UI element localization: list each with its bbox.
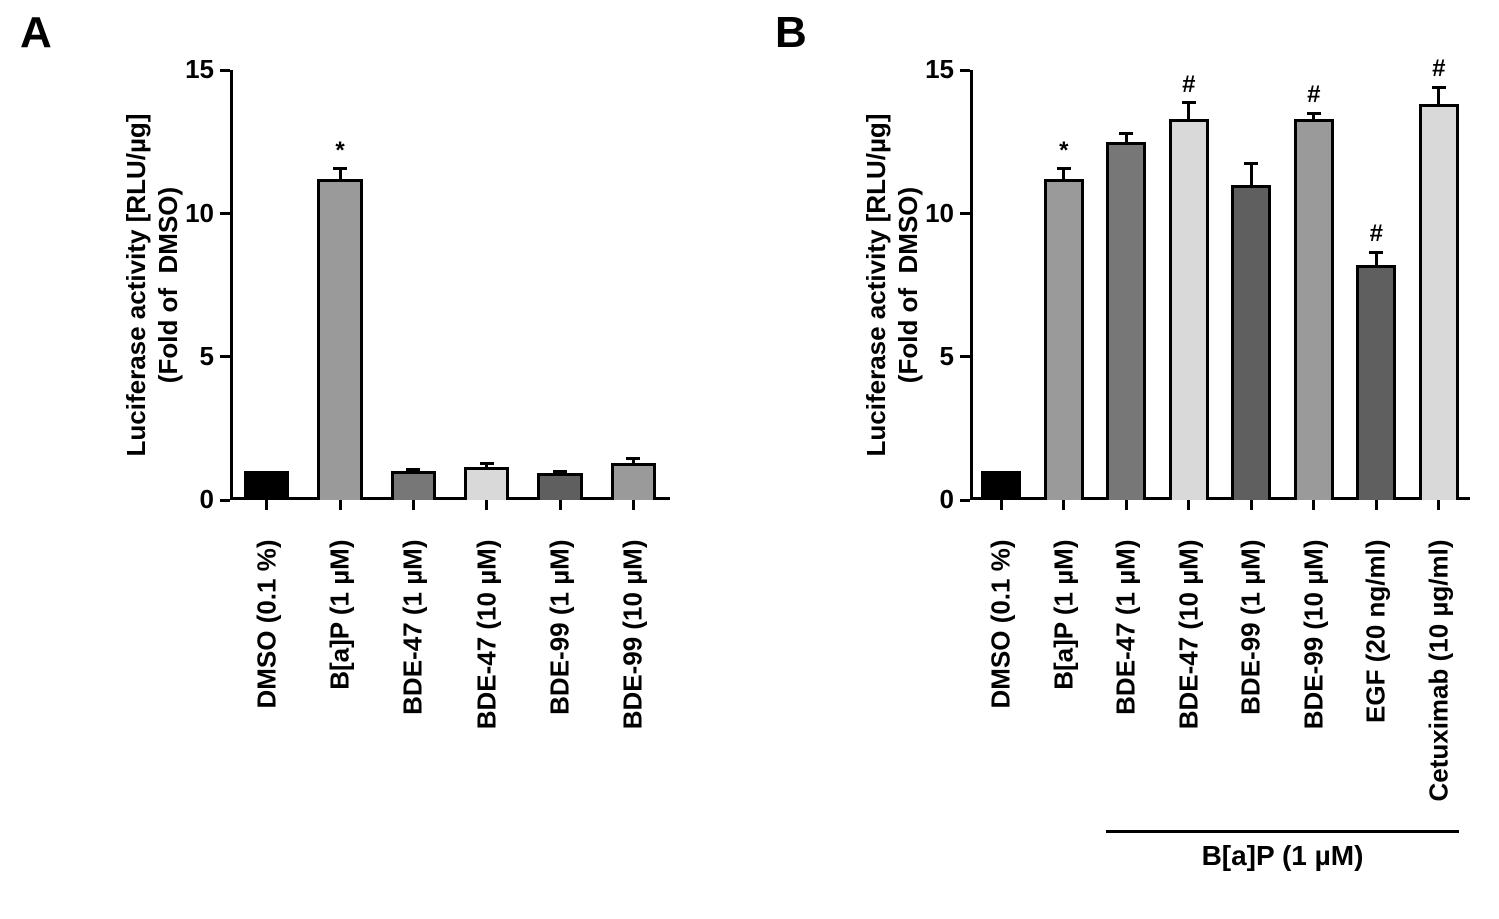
significance-mark: # xyxy=(1177,71,1201,99)
bar-b-6 xyxy=(1356,265,1396,500)
x-tick-label: BDE-99 (10 µM) xyxy=(1298,540,1329,860)
figure: AB*051015Luciferase activity [RLU/µg] (F… xyxy=(0,0,1499,919)
bar-a-2 xyxy=(391,471,436,500)
errbar-cap xyxy=(1057,167,1071,170)
x-tick-label: BDE-47 (1 µM) xyxy=(1111,540,1142,860)
y-tick xyxy=(220,69,230,72)
x-tick-label: DMSO (0.1 %) xyxy=(986,540,1017,860)
y-tick xyxy=(220,499,230,502)
bar-b-2 xyxy=(1106,142,1146,500)
x-axis-line xyxy=(230,497,670,500)
plot-area-a: * xyxy=(230,70,670,500)
x-tick xyxy=(1187,500,1190,510)
x-tick xyxy=(485,500,488,510)
x-tick xyxy=(412,500,415,510)
x-tick-label: B[a]P (1 µM) xyxy=(325,540,356,860)
significance-mark: * xyxy=(1052,137,1076,165)
y-tick xyxy=(220,355,230,358)
errbar-cap xyxy=(1432,86,1446,89)
y-tick xyxy=(960,212,970,215)
bar-b-4 xyxy=(1231,185,1271,500)
bar-b-1 xyxy=(1044,179,1084,500)
bar-a-5 xyxy=(611,463,656,500)
errbar-cap xyxy=(1244,162,1258,165)
y-axis-line xyxy=(230,70,233,500)
significance-mark: * xyxy=(328,137,352,165)
errbar-line xyxy=(1375,252,1378,265)
bar-a-3 xyxy=(464,467,509,500)
x-tick xyxy=(1250,500,1253,510)
y-axis-line xyxy=(970,70,973,500)
x-tick xyxy=(559,500,562,510)
chart-a: *051015Luciferase activity [RLU/µg] (Fol… xyxy=(60,40,700,550)
group-bracket-line xyxy=(1106,830,1459,833)
y-tick xyxy=(960,355,970,358)
bar-a-0 xyxy=(244,471,289,500)
x-tick xyxy=(1437,500,1440,510)
errbar-line xyxy=(1250,163,1253,185)
x-tick xyxy=(1000,500,1003,510)
x-tick-label: BDE-99 (1 µM) xyxy=(1236,540,1267,860)
errbar-cap xyxy=(1119,132,1133,135)
errbar-cap xyxy=(553,470,567,473)
errbar-line xyxy=(1187,103,1190,119)
x-tick xyxy=(632,500,635,510)
x-tick-label: BDE-47 (10 µM) xyxy=(1173,540,1204,860)
errbar-line xyxy=(1062,169,1065,179)
x-tick xyxy=(265,500,268,510)
y-tick xyxy=(960,499,970,502)
x-tick-label: DMSO (0.1 %) xyxy=(251,540,282,860)
errbar-cap xyxy=(480,462,494,465)
significance-mark: # xyxy=(1364,220,1388,248)
y-axis-title: Luciferase activity [RLU/µg] (Fold of DM… xyxy=(860,75,930,495)
x-tick xyxy=(339,500,342,510)
errbar-cap xyxy=(1369,251,1383,254)
y-tick xyxy=(960,69,970,72)
x-tick-label: BDE-99 (1 µM) xyxy=(545,540,576,860)
bar-b-7 xyxy=(1419,104,1459,500)
x-tick-label: BDE-99 (10 µM) xyxy=(618,540,649,860)
x-tick-label: Cetuximab (10 µg/ml) xyxy=(1423,540,1454,860)
bar-a-4 xyxy=(537,473,582,500)
significance-mark: # xyxy=(1302,81,1326,109)
chart-b: *####051015Luciferase activity [RLU/µg] … xyxy=(800,40,1499,550)
x-tick xyxy=(1312,500,1315,510)
bar-b-3 xyxy=(1169,119,1209,500)
errbar-cap xyxy=(626,457,640,460)
significance-mark: # xyxy=(1427,55,1451,83)
x-tick-label: BDE-47 (10 µM) xyxy=(471,540,502,860)
x-tick xyxy=(1375,500,1378,510)
plot-area-b: *#### xyxy=(970,70,1470,500)
x-tick-label: EGF (20 ng/ml) xyxy=(1361,540,1392,860)
y-tick xyxy=(220,212,230,215)
bar-a-1 xyxy=(317,179,362,500)
x-tick xyxy=(1125,500,1128,510)
errbar-cap xyxy=(406,468,420,471)
x-tick xyxy=(1062,500,1065,510)
y-axis-title: Luciferase activity [RLU/µg] (Fold of DM… xyxy=(120,75,190,495)
errbar-line xyxy=(1437,87,1440,104)
group-bracket-label: B[a]P (1 µM) xyxy=(1106,840,1459,872)
x-tick-label: B[a]P (1 µM) xyxy=(1048,540,1079,860)
errbar-cap xyxy=(1307,112,1321,115)
bar-b-5 xyxy=(1294,119,1334,500)
x-tick-label: BDE-47 (1 µM) xyxy=(398,540,429,860)
bar-b-0 xyxy=(981,471,1021,500)
errbar-line xyxy=(339,169,342,179)
errbar-cap xyxy=(333,167,347,170)
errbar-cap xyxy=(1182,101,1196,104)
panel-label-a: A xyxy=(20,8,52,58)
